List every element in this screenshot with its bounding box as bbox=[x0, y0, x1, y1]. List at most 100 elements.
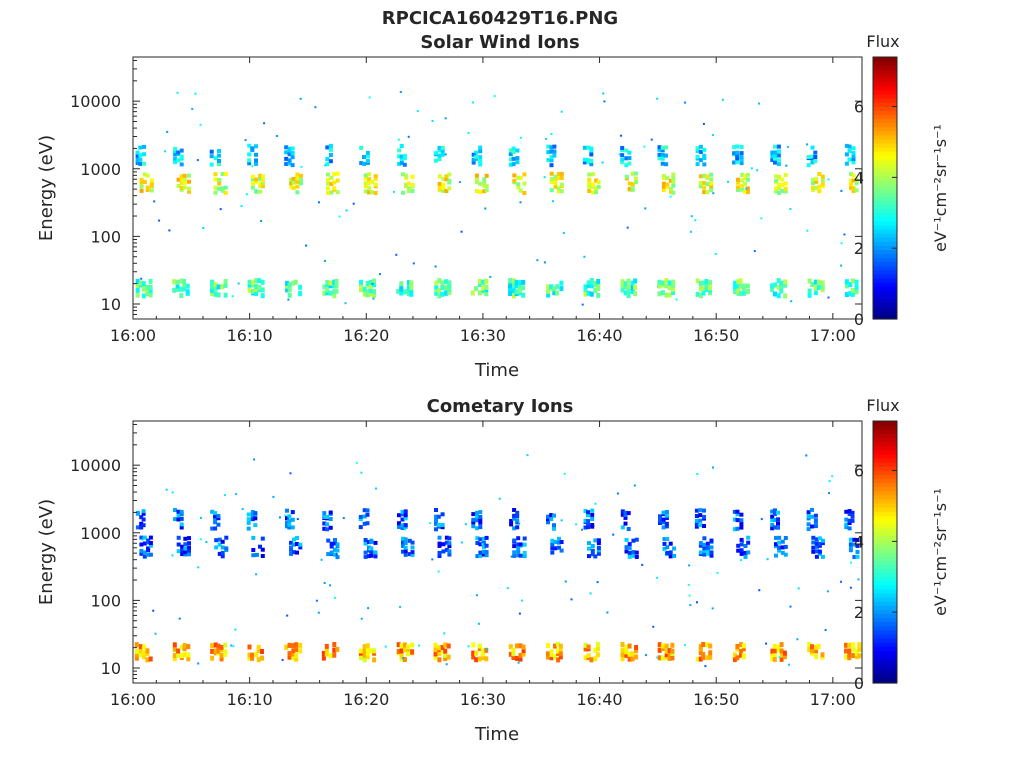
colorbar-swatch bbox=[873, 502, 897, 508]
flux-cell-cometary-low-energy bbox=[433, 647, 438, 653]
flux-cell-main-beam bbox=[634, 176, 638, 181]
flux-cell-upper-beam bbox=[735, 160, 740, 165]
colorbar-swatch bbox=[873, 233, 897, 238]
flux-cell-main-beam bbox=[549, 177, 554, 182]
flux-cell-beam-1 bbox=[260, 547, 265, 552]
flux-cell-main-beam bbox=[223, 190, 228, 195]
noise-point bbox=[486, 648, 488, 651]
flux-cell-cometary-low-energy bbox=[182, 646, 187, 652]
flux-cell-main-beam bbox=[149, 181, 154, 186]
flux-cell-beam-1 bbox=[403, 552, 408, 557]
flux-cell-upper-beam bbox=[247, 143, 252, 148]
noise-point bbox=[379, 273, 381, 276]
flux-cell-upper-beam bbox=[511, 146, 516, 151]
flux-cell-beam-1 bbox=[848, 542, 853, 547]
flux-cell-beam-1 bbox=[705, 541, 710, 546]
flux-cell-cometary-low-energy bbox=[583, 655, 588, 661]
flux-cell-main-beam bbox=[705, 190, 710, 195]
flux-cell-low-energy bbox=[481, 279, 486, 285]
flux-cell-cometary-low-energy bbox=[335, 646, 340, 652]
noise-point bbox=[401, 657, 404, 660]
flux-cell-cometary-low-energy bbox=[298, 642, 303, 648]
flux-cell-cometary-low-energy bbox=[332, 652, 337, 658]
flux-cell-beam-2 bbox=[397, 513, 401, 518]
flux-cell-cometary-low-energy bbox=[287, 654, 292, 660]
flux-cell-main-beam bbox=[820, 184, 825, 189]
noise-point bbox=[840, 189, 843, 192]
noise-point bbox=[395, 253, 398, 256]
flux-cell-beam-2 bbox=[698, 518, 703, 523]
flux-cell-low-energy bbox=[172, 279, 177, 285]
flux-cell-low-energy bbox=[481, 284, 486, 290]
flux-cell-low-energy bbox=[175, 283, 180, 289]
flux-cell-beam-1 bbox=[587, 541, 591, 546]
flux-cell-main-beam bbox=[258, 177, 263, 181]
flux-cell-main-beam bbox=[705, 174, 710, 179]
flux-cell-low-energy bbox=[783, 282, 788, 288]
colorbar-swatch bbox=[873, 114, 897, 119]
noise-point bbox=[352, 202, 355, 205]
flux-cell-beam-2 bbox=[400, 509, 405, 514]
flux-cell-upper-beam bbox=[770, 158, 775, 162]
noise-point bbox=[560, 110, 563, 113]
flux-cell-beam-1 bbox=[512, 544, 517, 549]
flux-cell-low-energy bbox=[626, 278, 631, 284]
flux-cell-main-beam bbox=[591, 184, 595, 189]
flux-cell-beam-1 bbox=[855, 543, 860, 548]
flux-cell-beam-1 bbox=[220, 545, 225, 550]
flux-cell-main-beam bbox=[777, 186, 782, 191]
noise-point bbox=[721, 98, 724, 101]
flux-cell-cometary-low-energy bbox=[474, 657, 479, 663]
flux-cell-main-beam bbox=[251, 174, 255, 179]
flux-cell-beam-2 bbox=[216, 522, 221, 527]
flux-cell-low-energy bbox=[807, 292, 812, 298]
flux-cell-upper-beam bbox=[135, 150, 140, 155]
flux-cell-main-beam bbox=[299, 181, 303, 186]
flux-cell-upper-beam bbox=[440, 146, 445, 150]
colorbar-swatch bbox=[873, 245, 897, 250]
flux-cell-beam-1 bbox=[295, 536, 299, 540]
flux-cell-upper-beam bbox=[138, 157, 143, 162]
flux-cell-upper-beam bbox=[515, 148, 520, 153]
noise-point bbox=[704, 665, 707, 668]
flux-cell-cometary-low-energy bbox=[443, 656, 448, 662]
flux-cell-beam-2 bbox=[141, 511, 146, 516]
flux-cell-upper-beam bbox=[844, 143, 849, 148]
flux-cell-low-energy bbox=[521, 292, 526, 298]
noise-point bbox=[372, 297, 375, 300]
flux-cell-low-energy bbox=[216, 284, 221, 290]
flux-cell-beam-1 bbox=[855, 554, 860, 559]
flux-cell-main-beam bbox=[326, 181, 330, 186]
noise-point bbox=[399, 91, 402, 93]
colorbar-swatch bbox=[873, 65, 897, 70]
flux-cell-cometary-low-energy bbox=[739, 652, 744, 658]
flux-cell-beam-1 bbox=[739, 537, 744, 542]
flux-cell-low-energy bbox=[247, 279, 252, 285]
flux-cell-beam-1 bbox=[289, 551, 293, 556]
flux-cell-upper-beam bbox=[142, 152, 147, 157]
flux-cell-beam-2 bbox=[739, 521, 744, 526]
flux-cell-beam-2 bbox=[362, 521, 367, 526]
flux-cell-cometary-low-energy bbox=[844, 642, 848, 648]
noise-point bbox=[536, 259, 539, 262]
flux-cell-main-beam bbox=[478, 181, 482, 186]
flux-cell-cometary-low-energy bbox=[521, 644, 526, 650]
flux-cell-main-beam bbox=[370, 179, 374, 184]
flux-cell-main-beam bbox=[814, 186, 819, 191]
flux-cell-beam-1 bbox=[522, 542, 527, 547]
flux-cell-low-energy bbox=[854, 279, 859, 285]
flux-cell-main-beam bbox=[777, 183, 782, 187]
colorbar-swatch bbox=[873, 470, 897, 475]
flux-cell-main-beam bbox=[553, 181, 558, 186]
colorbar-tick-label: 4 bbox=[854, 532, 864, 551]
flux-cell-cometary-low-energy bbox=[698, 644, 703, 649]
flux-cell-cometary-low-energy bbox=[443, 642, 448, 648]
colorbar-label: eV⁻¹cm⁻²sr⁻¹s⁻¹ bbox=[931, 124, 950, 252]
flux-cell-beam-2 bbox=[658, 514, 662, 519]
flux-cell-main-beam bbox=[258, 182, 263, 187]
flux-cell-low-energy bbox=[179, 286, 184, 292]
flux-cell-upper-beam bbox=[135, 157, 140, 162]
flux-cell-beam-2 bbox=[471, 524, 476, 529]
flux-cell-upper-beam bbox=[732, 160, 737, 165]
flux-cell-cometary-low-energy bbox=[627, 656, 632, 662]
